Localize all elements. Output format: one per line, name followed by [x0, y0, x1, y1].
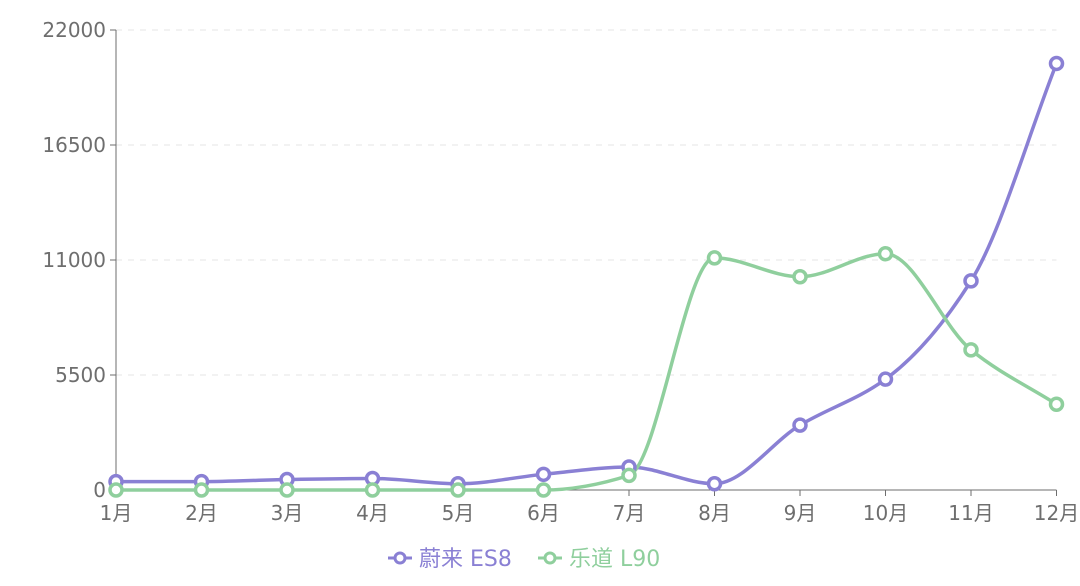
legend-marker-circle-nio-es8: [393, 551, 407, 565]
data-point-nio-es8[interactable]: [535, 466, 552, 483]
legend-item-onvo-l90[interactable]: 乐道 L90: [538, 547, 660, 572]
legend-item-nio-es8[interactable]: 蔚来 ES8: [388, 547, 512, 572]
y-tick-label: 0: [93, 478, 106, 502]
data-point-onvo-l90[interactable]: [706, 250, 723, 266]
legend-marker-circle-onvo-l90: [543, 551, 557, 565]
y-tick-labels: 0 5500 11000 16500 22000: [42, 18, 106, 502]
y-tick-label: 11000: [42, 248, 106, 272]
data-point-nio-es8[interactable]: [1048, 55, 1065, 72]
data-point-onvo-l90[interactable]: [877, 245, 894, 262]
x-tick-label: 8月: [698, 501, 731, 525]
x-tick-label: 5月: [442, 501, 475, 525]
axes: [110, 29, 1057, 496]
y-tick-label: 16500: [42, 133, 106, 157]
series-line-onvo-l90: [114, 251, 1059, 492]
data-point-nio-es8[interactable]: [963, 273, 979, 289]
x-tick-label: 2月: [185, 501, 218, 525]
x-tick-label: 3月: [271, 501, 304, 525]
data-point-onvo-l90[interactable]: [108, 482, 124, 498]
legend[interactable]: 蔚来 ES8 乐道 L90: [388, 547, 660, 572]
x-tick-label: 9月: [784, 501, 817, 525]
data-point-onvo-l90[interactable]: [963, 342, 979, 358]
x-tick-labels: 1月 2月 3月 4月 5月 6月 7月 8月 9月 10月 11月 12月: [100, 501, 1080, 525]
data-point-onvo-l90[interactable]: [450, 482, 466, 498]
data-point-onvo-l90[interactable]: [193, 482, 210, 498]
x-tick-label: 10月: [863, 501, 908, 525]
data-point-nio-es8[interactable]: [706, 475, 723, 492]
x-tick-label: 11月: [948, 501, 993, 525]
x-tick-label: 7月: [613, 501, 646, 525]
data-point-onvo-l90[interactable]: [364, 482, 381, 498]
data-point-nio-es8[interactable]: [792, 417, 808, 433]
series: [108, 55, 1065, 498]
y-tick-label: 22000: [42, 18, 106, 42]
x-tick-label: 4月: [356, 501, 389, 525]
y-tick-label: 5500: [55, 363, 106, 387]
x-tick-label: 12月: [1034, 501, 1079, 525]
legend-label-nio-es8: 蔚来 ES8: [419, 547, 512, 572]
x-tick-label: 1月: [100, 501, 133, 525]
grid-lines: [116, 29, 1057, 376]
legend-label-onvo-l90: 乐道 L90: [569, 547, 660, 572]
data-point-onvo-l90[interactable]: [1048, 396, 1065, 413]
data-point-onvo-l90[interactable]: [279, 482, 295, 498]
data-point-onvo-l90[interactable]: [621, 467, 637, 484]
data-point-onvo-l90[interactable]: [535, 482, 552, 498]
data-point-nio-es8[interactable]: [877, 371, 894, 387]
x-tick-label: 6月: [527, 501, 560, 525]
data-point-onvo-l90[interactable]: [792, 268, 808, 285]
